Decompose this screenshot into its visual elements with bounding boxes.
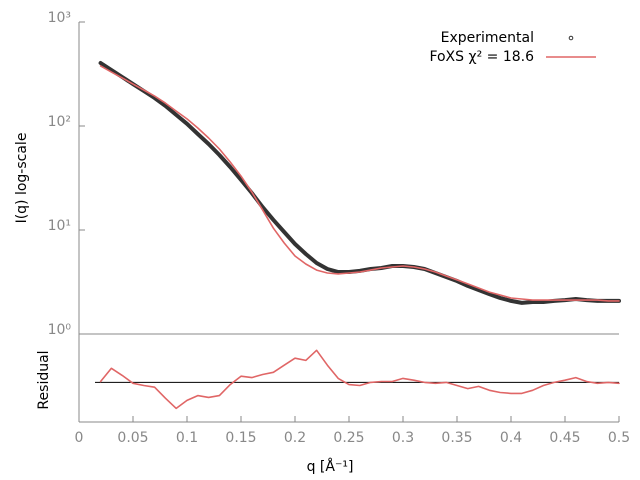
y-tick-label: 10⁰: [48, 322, 72, 338]
x-tick-label: 0.2: [284, 430, 306, 446]
x-tick-label: 0.45: [549, 430, 580, 446]
y-axis-label: I(q) log-scale: [14, 133, 30, 224]
x-tick-label: 0.25: [333, 430, 364, 446]
x-tick-label: 0.15: [225, 430, 256, 446]
y-tick-label: 10²: [48, 114, 71, 130]
legend-label: FoXS χ² = 18.6: [429, 49, 534, 65]
x-tick-label: 0: [75, 430, 84, 446]
x-tick-label: 0.1: [176, 430, 198, 446]
legend-marker: [568, 35, 574, 41]
x-tick-label: 0.05: [117, 430, 148, 446]
data-points: [98, 61, 621, 305]
y-tick-label: 10³: [48, 10, 71, 26]
x-tick-label: 0.3: [392, 430, 414, 446]
x-tick-label: 0.4: [500, 430, 522, 446]
y-tick-label: 10¹: [48, 218, 71, 234]
data-line: [99, 65, 620, 302]
data-line: [99, 349, 620, 410]
legend-label: Experimental: [441, 30, 534, 46]
x-tick-label: 0.5: [608, 430, 630, 446]
x-axis-label: q [Å⁻¹]: [307, 458, 354, 475]
x-tick-label: 0.35: [441, 430, 472, 446]
residual-axis-label: Residual: [36, 350, 52, 409]
